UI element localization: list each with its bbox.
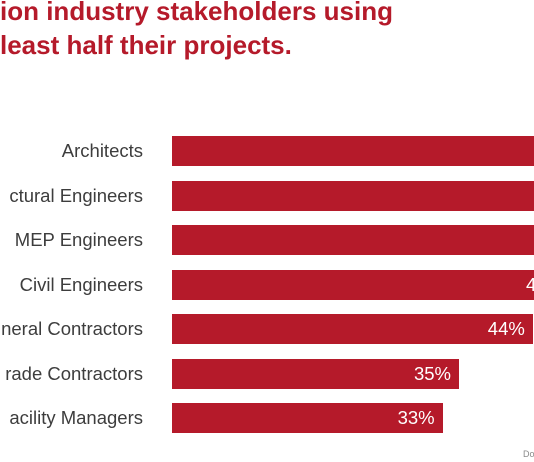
bar [172,403,443,433]
bar [172,225,534,255]
bar-value-label: 35% [413,362,451,384]
bar-value-label: 4 [526,273,534,295]
chart-title-line-1: ion industry stakeholders using [0,0,393,26]
bar [172,358,459,389]
bar [172,269,534,300]
bar [172,314,533,344]
category-label: acility Managers [9,407,143,428]
bar [172,180,534,211]
bar-value-label: 33% [397,407,435,428]
bar-value-label: 44% [487,318,525,339]
category-label: rade Contractors [5,362,143,384]
category-label: Civil Engineers [19,273,143,295]
source-note: Do [523,449,534,459]
bar [172,136,534,166]
category-label: Architects [61,140,143,161]
category-label: neral Contractors [1,318,143,339]
category-label: MEP Engineers [14,229,143,250]
chart-title-line-2: least half their projects. [0,30,292,60]
category-label: ctural Engineers [9,184,143,206]
